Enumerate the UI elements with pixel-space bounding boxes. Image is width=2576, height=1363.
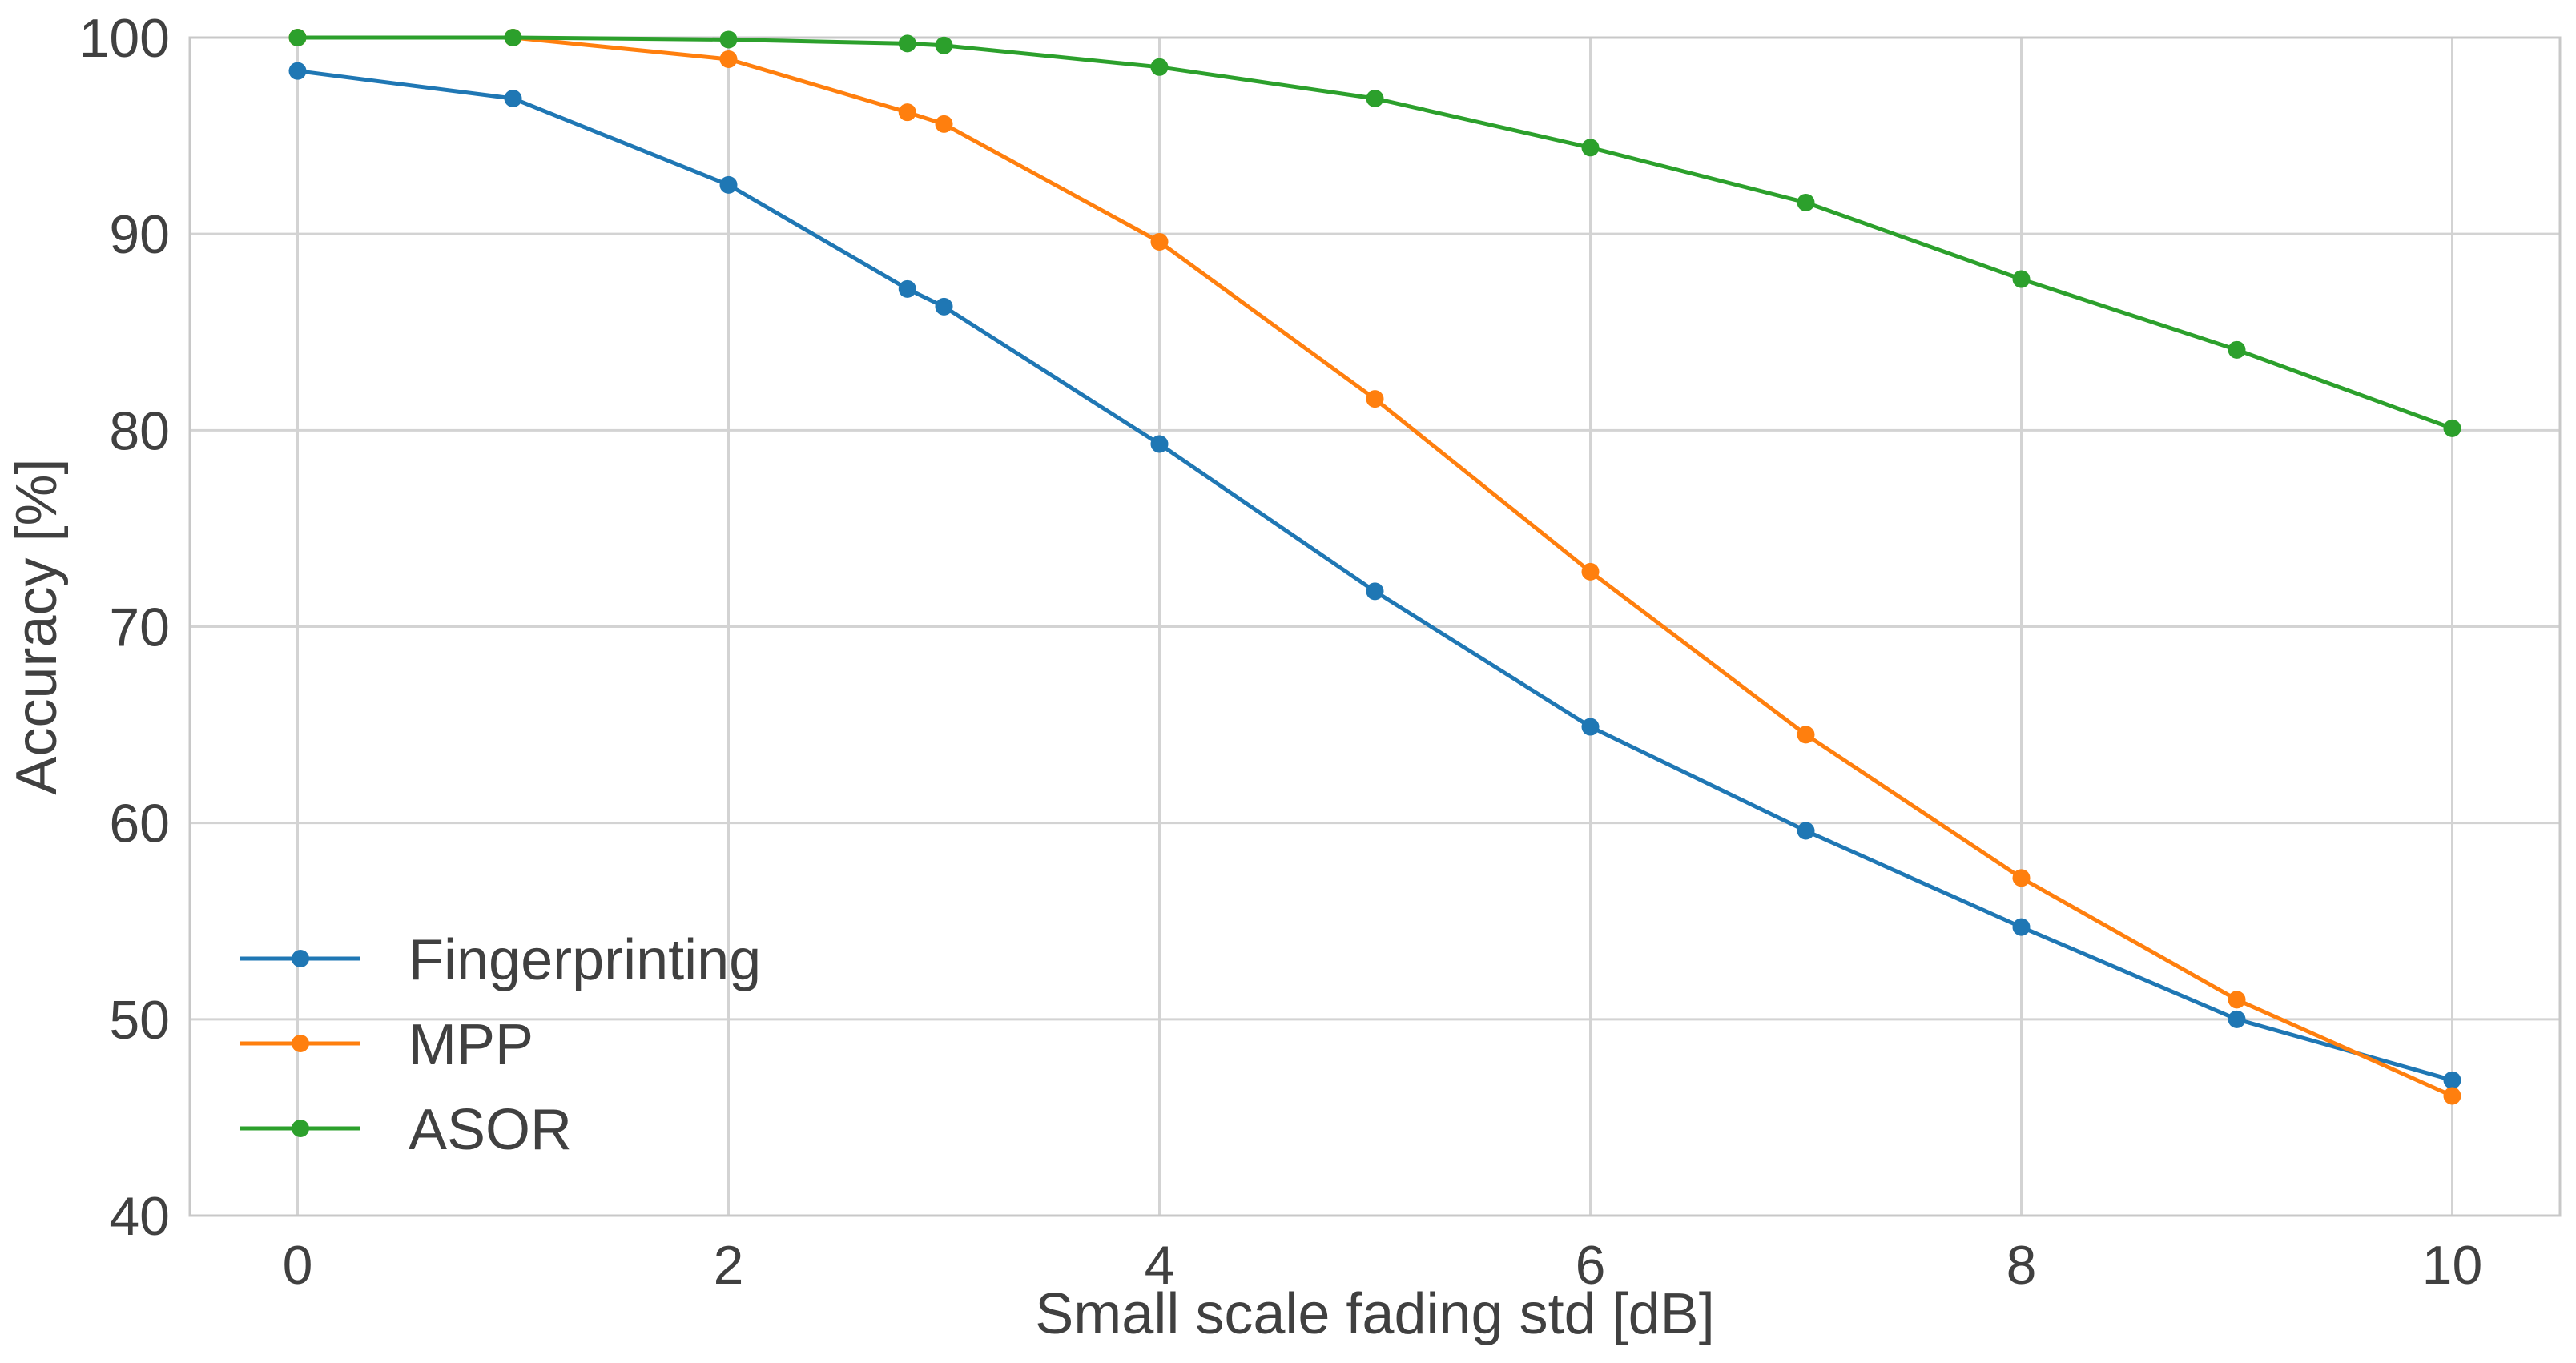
data-point <box>1797 193 1815 211</box>
gridlines <box>190 36 2560 1217</box>
series-line <box>296 35 2454 431</box>
legend-label: ASOR <box>409 1098 572 1162</box>
x-tick-label: 4 <box>1145 1235 1175 1296</box>
data-point <box>2443 1087 2461 1105</box>
data-point <box>935 297 953 316</box>
legend: Fingerprinting MPP ASOR <box>240 928 761 1162</box>
data-point <box>1366 582 1384 601</box>
data-point <box>1366 90 1384 108</box>
legend-item-asor: ASOR <box>240 1098 572 1162</box>
y-tick-label: 50 <box>109 990 170 1051</box>
data-point <box>2228 1010 2246 1028</box>
data-point <box>2012 270 2031 288</box>
data-point <box>719 175 738 194</box>
data-point <box>1366 390 1384 408</box>
series-fingerprinting <box>288 62 2461 1089</box>
data-point <box>2228 340 2246 359</box>
legend-item-fingerprinting: Fingerprinting <box>240 928 761 992</box>
y-axis-label: Accuracy [%] <box>5 458 69 794</box>
data-point <box>2443 1071 2461 1089</box>
data-point <box>1581 718 1600 736</box>
legend-swatch-marker <box>292 1120 309 1137</box>
data-point <box>1797 822 1815 840</box>
x-axis-label: Small scale fading std [dB] <box>1035 1282 1714 1346</box>
data-point <box>935 36 953 54</box>
data-point <box>504 29 522 46</box>
data-point <box>2443 419 2461 437</box>
series-group <box>288 29 2461 1105</box>
data-point <box>288 62 307 80</box>
data-point <box>1581 139 1600 157</box>
x-tick-label: 0 <box>283 1235 313 1296</box>
data-point <box>719 30 738 49</box>
series-asor <box>288 29 2461 437</box>
data-point <box>935 115 953 133</box>
legend-item-mpp: MPP <box>240 1013 533 1077</box>
plot-frame <box>188 36 2562 1217</box>
legend-swatch-marker <box>292 1035 309 1052</box>
data-point <box>2012 918 2031 936</box>
data-point <box>1150 435 1169 453</box>
data-point <box>2012 869 2031 887</box>
legend-label: MPP <box>409 1013 533 1077</box>
data-point <box>1150 232 1169 251</box>
data-point <box>1150 58 1169 76</box>
data-point <box>288 29 307 46</box>
data-point <box>1581 562 1600 581</box>
y-tick-label: 70 <box>109 597 170 658</box>
legend-label: Fingerprinting <box>409 928 761 992</box>
y-tick-label: 100 <box>79 8 170 69</box>
data-point <box>898 34 916 53</box>
x-tick-label: 10 <box>2422 1235 2483 1296</box>
series-line <box>296 35 2454 1098</box>
x-tick-label: 6 <box>1576 1235 1606 1296</box>
data-point <box>1797 726 1815 744</box>
y-tick-label: 40 <box>109 1186 170 1247</box>
y-tick-label: 80 <box>109 400 170 461</box>
y-tick-label: 90 <box>109 204 170 265</box>
data-point <box>898 279 916 298</box>
tick-labels: 0 2 4 6 8 10 40 50 60 70 80 90 100 <box>79 8 2483 1296</box>
data-point <box>719 50 738 68</box>
x-tick-label: 8 <box>2006 1235 2037 1296</box>
data-point <box>898 103 916 122</box>
legend-swatch-marker <box>292 950 309 967</box>
data-point <box>2228 991 2246 1009</box>
x-tick-label: 2 <box>714 1235 744 1296</box>
y-tick-label: 60 <box>109 794 170 854</box>
data-point <box>504 90 522 108</box>
series-line <box>296 69 2454 1083</box>
